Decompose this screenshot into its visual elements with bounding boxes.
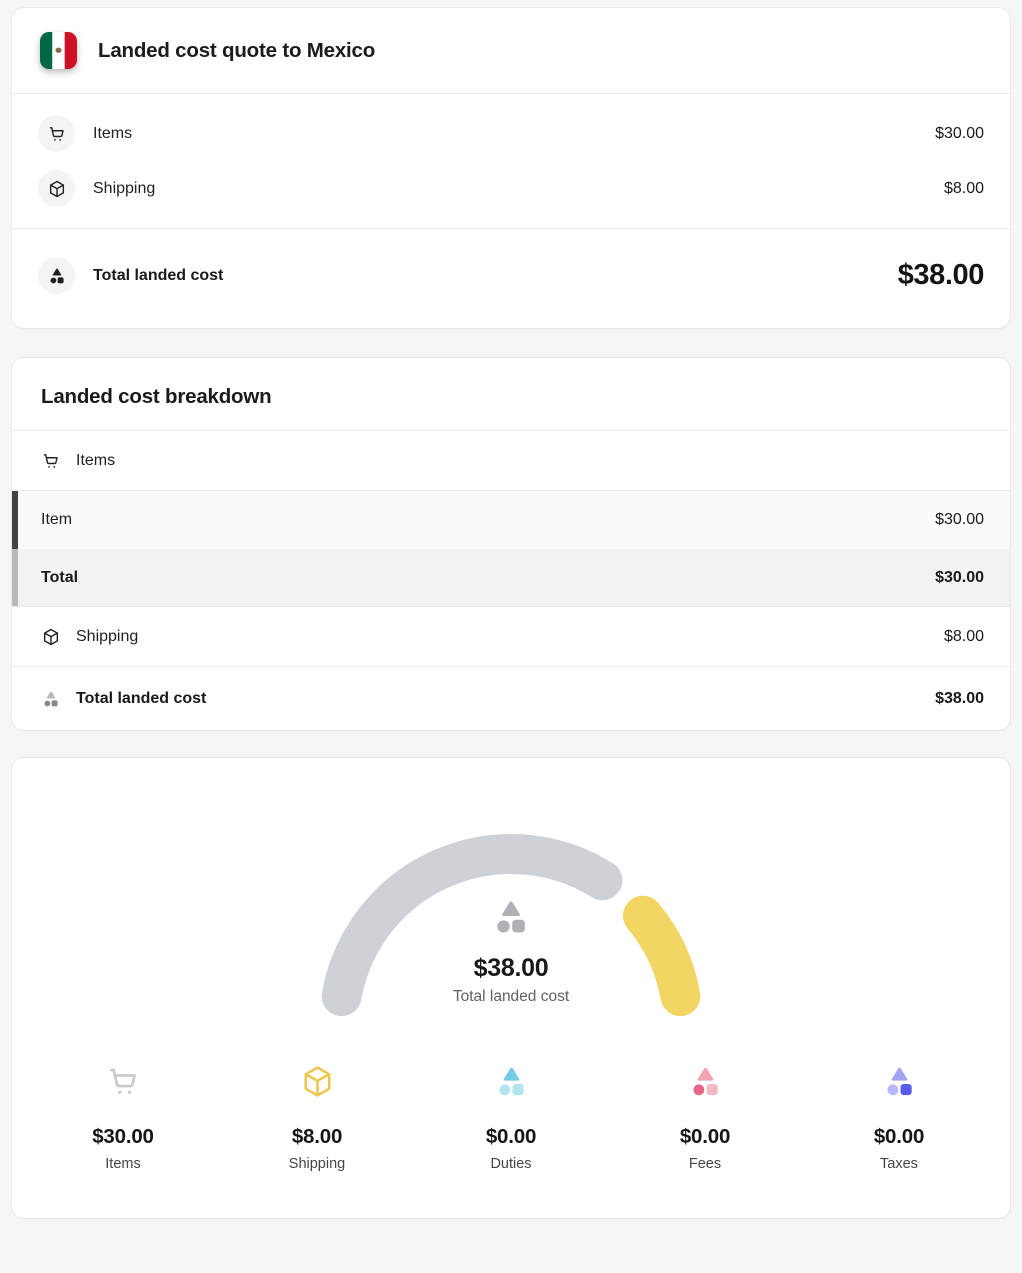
legend-items-label: Items [105,1156,141,1172]
landed-cost-gauge-card: $38.00 Total landed cost $30.00 Items $8… [12,758,1010,1218]
legend-fees-label: Fees [688,1156,722,1172]
breakdown-total-row: Total landed cost $38.00 [12,667,1010,730]
items-row: Items $30.00 [38,106,984,161]
cart-icon [109,1068,136,1094]
item-label: Item [41,511,73,528]
legend-duties-value: $0.00 [485,1125,537,1148]
divider [12,228,1010,229]
item-total-value: $30.00 [935,568,984,586]
total-landed-cost-value: $38.00 [897,259,985,291]
item-total-label: Total [41,568,79,586]
items-label: Items [93,124,133,142]
breakdown-shipping-value: $8.00 [943,627,984,645]
divider [12,93,1010,94]
items-value: $30.00 [935,124,984,142]
breakdown-shipping-label: Shipping [76,627,139,645]
shapes-icon [886,1067,912,1096]
legend-fees-value: $0.00 [679,1125,731,1148]
breakdown-shipping-row: Shipping $8.00 [12,607,1010,667]
legend-items-value: $30.00 [92,1125,154,1148]
legend-taxes-value: $0.00 [873,1125,925,1148]
item-value: $30.00 [935,511,984,528]
shipping-row: Shipping $8.00 [38,161,984,216]
legend-item-fees: $0.00 Fees [608,1063,802,1172]
shapes-icon [498,1067,524,1096]
shapes-icon [692,1067,718,1096]
cart-icon [43,453,58,468]
mexico-flag-icon [40,32,77,69]
legend-item-duties: $0.00 Duties [414,1063,608,1172]
landed-cost-quote-card: Landed cost quote to Mexico Items $30.00 [12,8,1010,328]
total-landed-cost-row: Total landed cost $38.00 [12,229,1010,328]
landed-cost-breakdown-card: Landed cost breakdown Items Item $30.00 … [12,358,1010,730]
breakdown-title: Landed cost breakdown [41,385,272,408]
breakdown-total-label: Total landed cost [76,689,207,707]
breakdown-total-value: $38.00 [935,689,984,707]
shapes-icon [44,691,58,706]
breakdown-items-section-header: Items [12,431,1010,491]
gauge-center: $38.00 Total landed cost [291,896,731,1006]
page-title: Landed cost quote to Mexico [98,38,376,62]
legend-item-shipping: $8.00 Shipping [220,1063,414,1172]
package-icon [38,170,75,207]
total-landed-cost-label: Total landed cost [93,266,224,284]
breakdown-item-total-row: Total $30.00 [12,549,1010,607]
gauge-chart: $38.00 Total landed cost [291,810,731,1048]
package-icon [303,1066,331,1097]
legend-shipping-value: $8.00 [291,1125,343,1148]
shipping-value: $8.00 [943,179,984,197]
quote-card-header: Landed cost quote to Mexico [12,8,1010,93]
gauge-arc-svg [321,834,701,1017]
gauge-total-value: $38.00 [473,954,549,982]
legend-taxes-label: Taxes [880,1156,918,1172]
package-icon [43,628,59,645]
divider [12,430,1010,431]
items-section-label: Items [76,451,116,469]
shipping-label: Shipping [93,179,156,197]
legend-item-items: $30.00 Items [26,1063,220,1172]
gauge-legend: $30.00 Items $8.00 Shipping $0.00 Duties [26,1063,996,1172]
shapes-icon [38,257,75,294]
legend-item-taxes: $0.00 Taxes [802,1063,996,1172]
quote-rows: Items $30.00 Shipping $8.00 [12,94,1010,228]
shapes-icon [497,901,525,933]
cart-icon [38,115,75,152]
breakdown-item-row: Item $30.00 [12,491,1010,549]
gauge-total-label: Total landed cost [452,988,570,1005]
legend-duties-label: Duties [490,1156,532,1172]
legend-shipping-label: Shipping [288,1156,346,1172]
